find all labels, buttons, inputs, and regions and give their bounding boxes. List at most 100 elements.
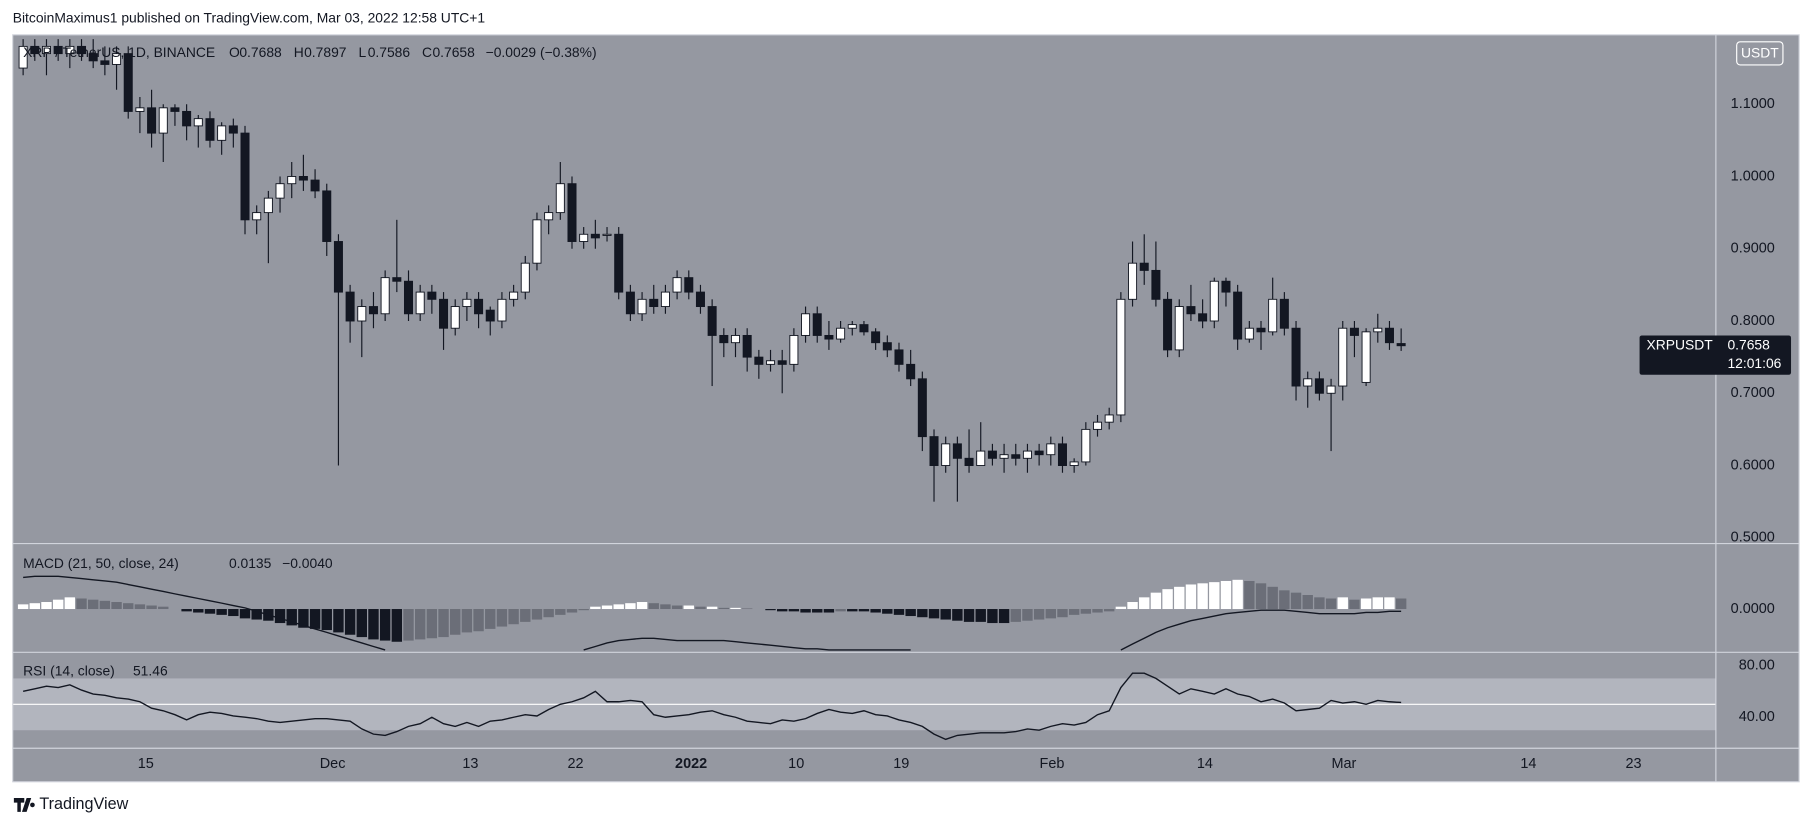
candle-body bbox=[1069, 461, 1079, 466]
candle-body bbox=[135, 107, 145, 112]
histogram-bar bbox=[730, 607, 741, 610]
histogram-bar bbox=[251, 609, 262, 620]
x-tick-label: 23 bbox=[1626, 756, 1642, 772]
candle-body bbox=[147, 107, 157, 134]
histogram-bar bbox=[379, 609, 391, 641]
candle-body bbox=[322, 190, 332, 242]
currency-box[interactable] bbox=[1736, 41, 1784, 66]
histogram-bar bbox=[1115, 606, 1127, 610]
y-tick-label: 0.6000 bbox=[1731, 457, 1775, 473]
candle-body bbox=[1221, 280, 1231, 293]
candle-body bbox=[368, 306, 378, 315]
histogram-bar bbox=[1255, 583, 1267, 610]
candle-body bbox=[30, 45, 40, 55]
candle-body bbox=[1384, 327, 1394, 344]
badge-symbol: XRPUSDT bbox=[1647, 337, 1714, 353]
candle-body bbox=[509, 291, 519, 300]
histogram-bar bbox=[1092, 609, 1103, 613]
candle-body bbox=[649, 298, 659, 308]
candle-body bbox=[777, 360, 787, 365]
panel bbox=[18, 39, 1406, 502]
legend-label: C bbox=[422, 44, 432, 60]
legend-value: 0.7658 bbox=[432, 44, 475, 60]
histogram-bar bbox=[870, 609, 881, 613]
candle-body bbox=[415, 291, 425, 315]
histogram-bar bbox=[111, 602, 122, 610]
histogram-bar bbox=[1372, 597, 1383, 610]
rsi-line bbox=[22, 672, 1402, 741]
histogram-bar bbox=[940, 609, 951, 620]
histogram-bar bbox=[555, 609, 566, 615]
candle-body bbox=[917, 378, 927, 438]
histogram-bar bbox=[1127, 602, 1138, 610]
candle-body bbox=[579, 233, 589, 242]
histogram-bar bbox=[204, 609, 216, 614]
candle-body bbox=[123, 53, 133, 112]
candle-body bbox=[871, 331, 881, 344]
histogram-bar bbox=[1349, 599, 1360, 610]
chart-background bbox=[12, 34, 1800, 782]
histogram-bar bbox=[1185, 584, 1197, 610]
candle-body bbox=[999, 454, 1009, 459]
candle-body bbox=[567, 183, 577, 242]
currency[interactable]: USDT bbox=[1741, 45, 1779, 61]
candle-body bbox=[170, 107, 180, 112]
candle-body bbox=[357, 306, 367, 322]
candle-body bbox=[695, 291, 705, 308]
candle-body bbox=[684, 277, 694, 293]
rsi-title: RSI (14, close) bbox=[23, 663, 115, 679]
candle-body bbox=[532, 219, 542, 264]
histogram-bar bbox=[520, 609, 531, 622]
candle-body bbox=[1104, 414, 1114, 423]
price-badge bbox=[1639, 335, 1792, 375]
candle-body bbox=[53, 45, 63, 55]
histogram-bar bbox=[788, 609, 800, 612]
candle-body bbox=[742, 334, 752, 358]
candle-body bbox=[1198, 313, 1208, 322]
candle-body bbox=[544, 212, 554, 221]
y-tick-label: 0.7000 bbox=[1731, 385, 1775, 401]
y-tick-label: 0.0000 bbox=[1731, 601, 1775, 617]
histogram-bar bbox=[1220, 580, 1232, 610]
histogram-bar bbox=[601, 605, 613, 610]
candle-body bbox=[801, 313, 811, 336]
histogram-bar bbox=[928, 609, 940, 619]
x-tick-label: Feb bbox=[1040, 756, 1065, 772]
candle-body bbox=[228, 125, 238, 134]
candle-body bbox=[403, 280, 414, 315]
histogram-bar bbox=[543, 609, 554, 618]
histogram-bar bbox=[648, 603, 659, 610]
candle-body bbox=[1081, 428, 1091, 463]
badge-countdown: 12:01:06 bbox=[1727, 355, 1781, 371]
candle-body bbox=[1022, 450, 1032, 459]
candle-body bbox=[824, 334, 834, 340]
candle-body bbox=[719, 334, 729, 344]
histogram-bar bbox=[531, 609, 543, 620]
histogram-bar bbox=[1314, 597, 1325, 610]
histogram-bar bbox=[298, 609, 309, 628]
candle-body bbox=[298, 176, 308, 181]
histogram-bar bbox=[496, 609, 508, 627]
histogram-bar bbox=[286, 609, 297, 626]
x-tick-label: Mar bbox=[1331, 756, 1356, 772]
candle-body bbox=[672, 277, 682, 293]
histogram-bar bbox=[1022, 609, 1033, 621]
candle-body bbox=[1057, 443, 1067, 466]
y-tick-label: 0.8000 bbox=[1731, 313, 1775, 329]
candle-body bbox=[450, 306, 460, 329]
histogram-bar bbox=[368, 609, 379, 640]
x-tick-label: 15 bbox=[138, 756, 154, 772]
candle-body bbox=[427, 291, 437, 300]
histogram-bar bbox=[123, 603, 134, 610]
x-tick-label: 14 bbox=[1520, 756, 1536, 772]
histogram-bar bbox=[823, 609, 835, 613]
histogram-bar bbox=[1232, 579, 1243, 610]
candle-body bbox=[894, 349, 904, 365]
candle-body bbox=[1139, 262, 1149, 271]
histogram-bar bbox=[847, 609, 858, 612]
candle-body bbox=[263, 197, 273, 214]
candle-body bbox=[439, 298, 449, 329]
candle-body bbox=[929, 436, 939, 466]
macd-readout: −0.0040 bbox=[282, 555, 333, 571]
histogram-bar bbox=[356, 609, 367, 638]
